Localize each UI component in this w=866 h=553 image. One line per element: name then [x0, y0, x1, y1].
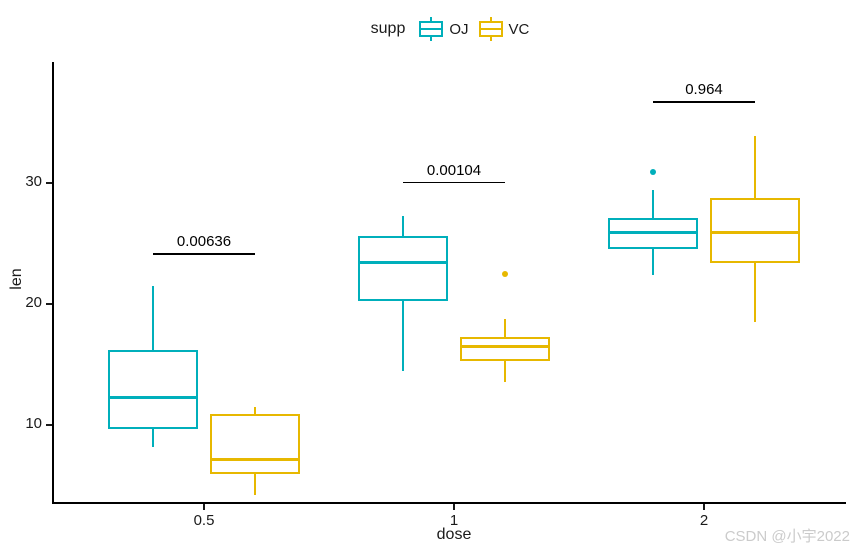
legend-title: supp [370, 20, 406, 37]
whisker-upper [152, 285, 154, 351]
box-vc-2 [710, 197, 800, 264]
x-tick-mark [453, 503, 455, 510]
whisker-upper [254, 407, 256, 415]
whisker-lower [754, 263, 756, 323]
whisker-lower [652, 248, 654, 276]
whisker-lower [254, 474, 256, 496]
pvalue-label: 0.00636 [176, 233, 232, 251]
median-line [712, 230, 798, 234]
y-tick-label: 20 [25, 294, 42, 312]
legend: supp OJ VC [54, 12, 846, 46]
whisker-lower [504, 361, 506, 382]
y-axis-title: len [8, 268, 25, 290]
legend-item-label: OJ [449, 20, 469, 38]
outlier-point [502, 270, 508, 277]
pvalue-bracket [403, 181, 505, 184]
box-oj-1 [358, 235, 448, 301]
whisker-lower [402, 300, 404, 371]
whisker-upper [402, 215, 404, 236]
legend-item-vc: VC [478, 17, 530, 41]
whisker-upper [754, 135, 756, 198]
box-vc-0.5 [210, 414, 300, 475]
median-line [110, 396, 196, 400]
whisker-lower [152, 428, 154, 447]
x-tick-mark [203, 503, 205, 510]
y-tick-label: 10 [25, 415, 42, 433]
pvalue-label: 0.964 [685, 81, 723, 99]
box-vc-1 [460, 336, 550, 362]
legend-item-label: VC [508, 20, 530, 38]
watermark: CSDN @小宇2022 [724, 528, 850, 545]
y-tick-mark [46, 424, 52, 427]
outlier-point [650, 169, 656, 176]
x-tick-label: 0.5 [193, 511, 215, 529]
median-line [212, 458, 298, 462]
legend-item-oj: OJ [419, 17, 469, 41]
x-axis-title: dose [436, 526, 472, 543]
y-tick-label: 30 [25, 173, 42, 191]
pvalue-bracket [653, 101, 755, 103]
x-axis-line [52, 501, 846, 504]
median-line [360, 260, 446, 264]
boxplot-key-icon [478, 17, 503, 41]
y-axis-line [52, 62, 54, 504]
y-tick-mark [46, 303, 52, 306]
whisker-upper [504, 318, 506, 337]
whisker-upper [652, 190, 654, 219]
y-tick-mark [46, 182, 52, 185]
median-line [462, 345, 548, 349]
x-tick-mark [703, 503, 705, 510]
pvalue-label: 0.00104 [426, 161, 482, 179]
median-line [610, 230, 696, 234]
box-oj-0.5 [108, 350, 198, 429]
x-tick-label: 2 [699, 511, 709, 529]
pvalue-bracket [153, 253, 255, 255]
boxplot-key-icon [419, 17, 444, 41]
x-tick-label: 1 [449, 511, 459, 529]
